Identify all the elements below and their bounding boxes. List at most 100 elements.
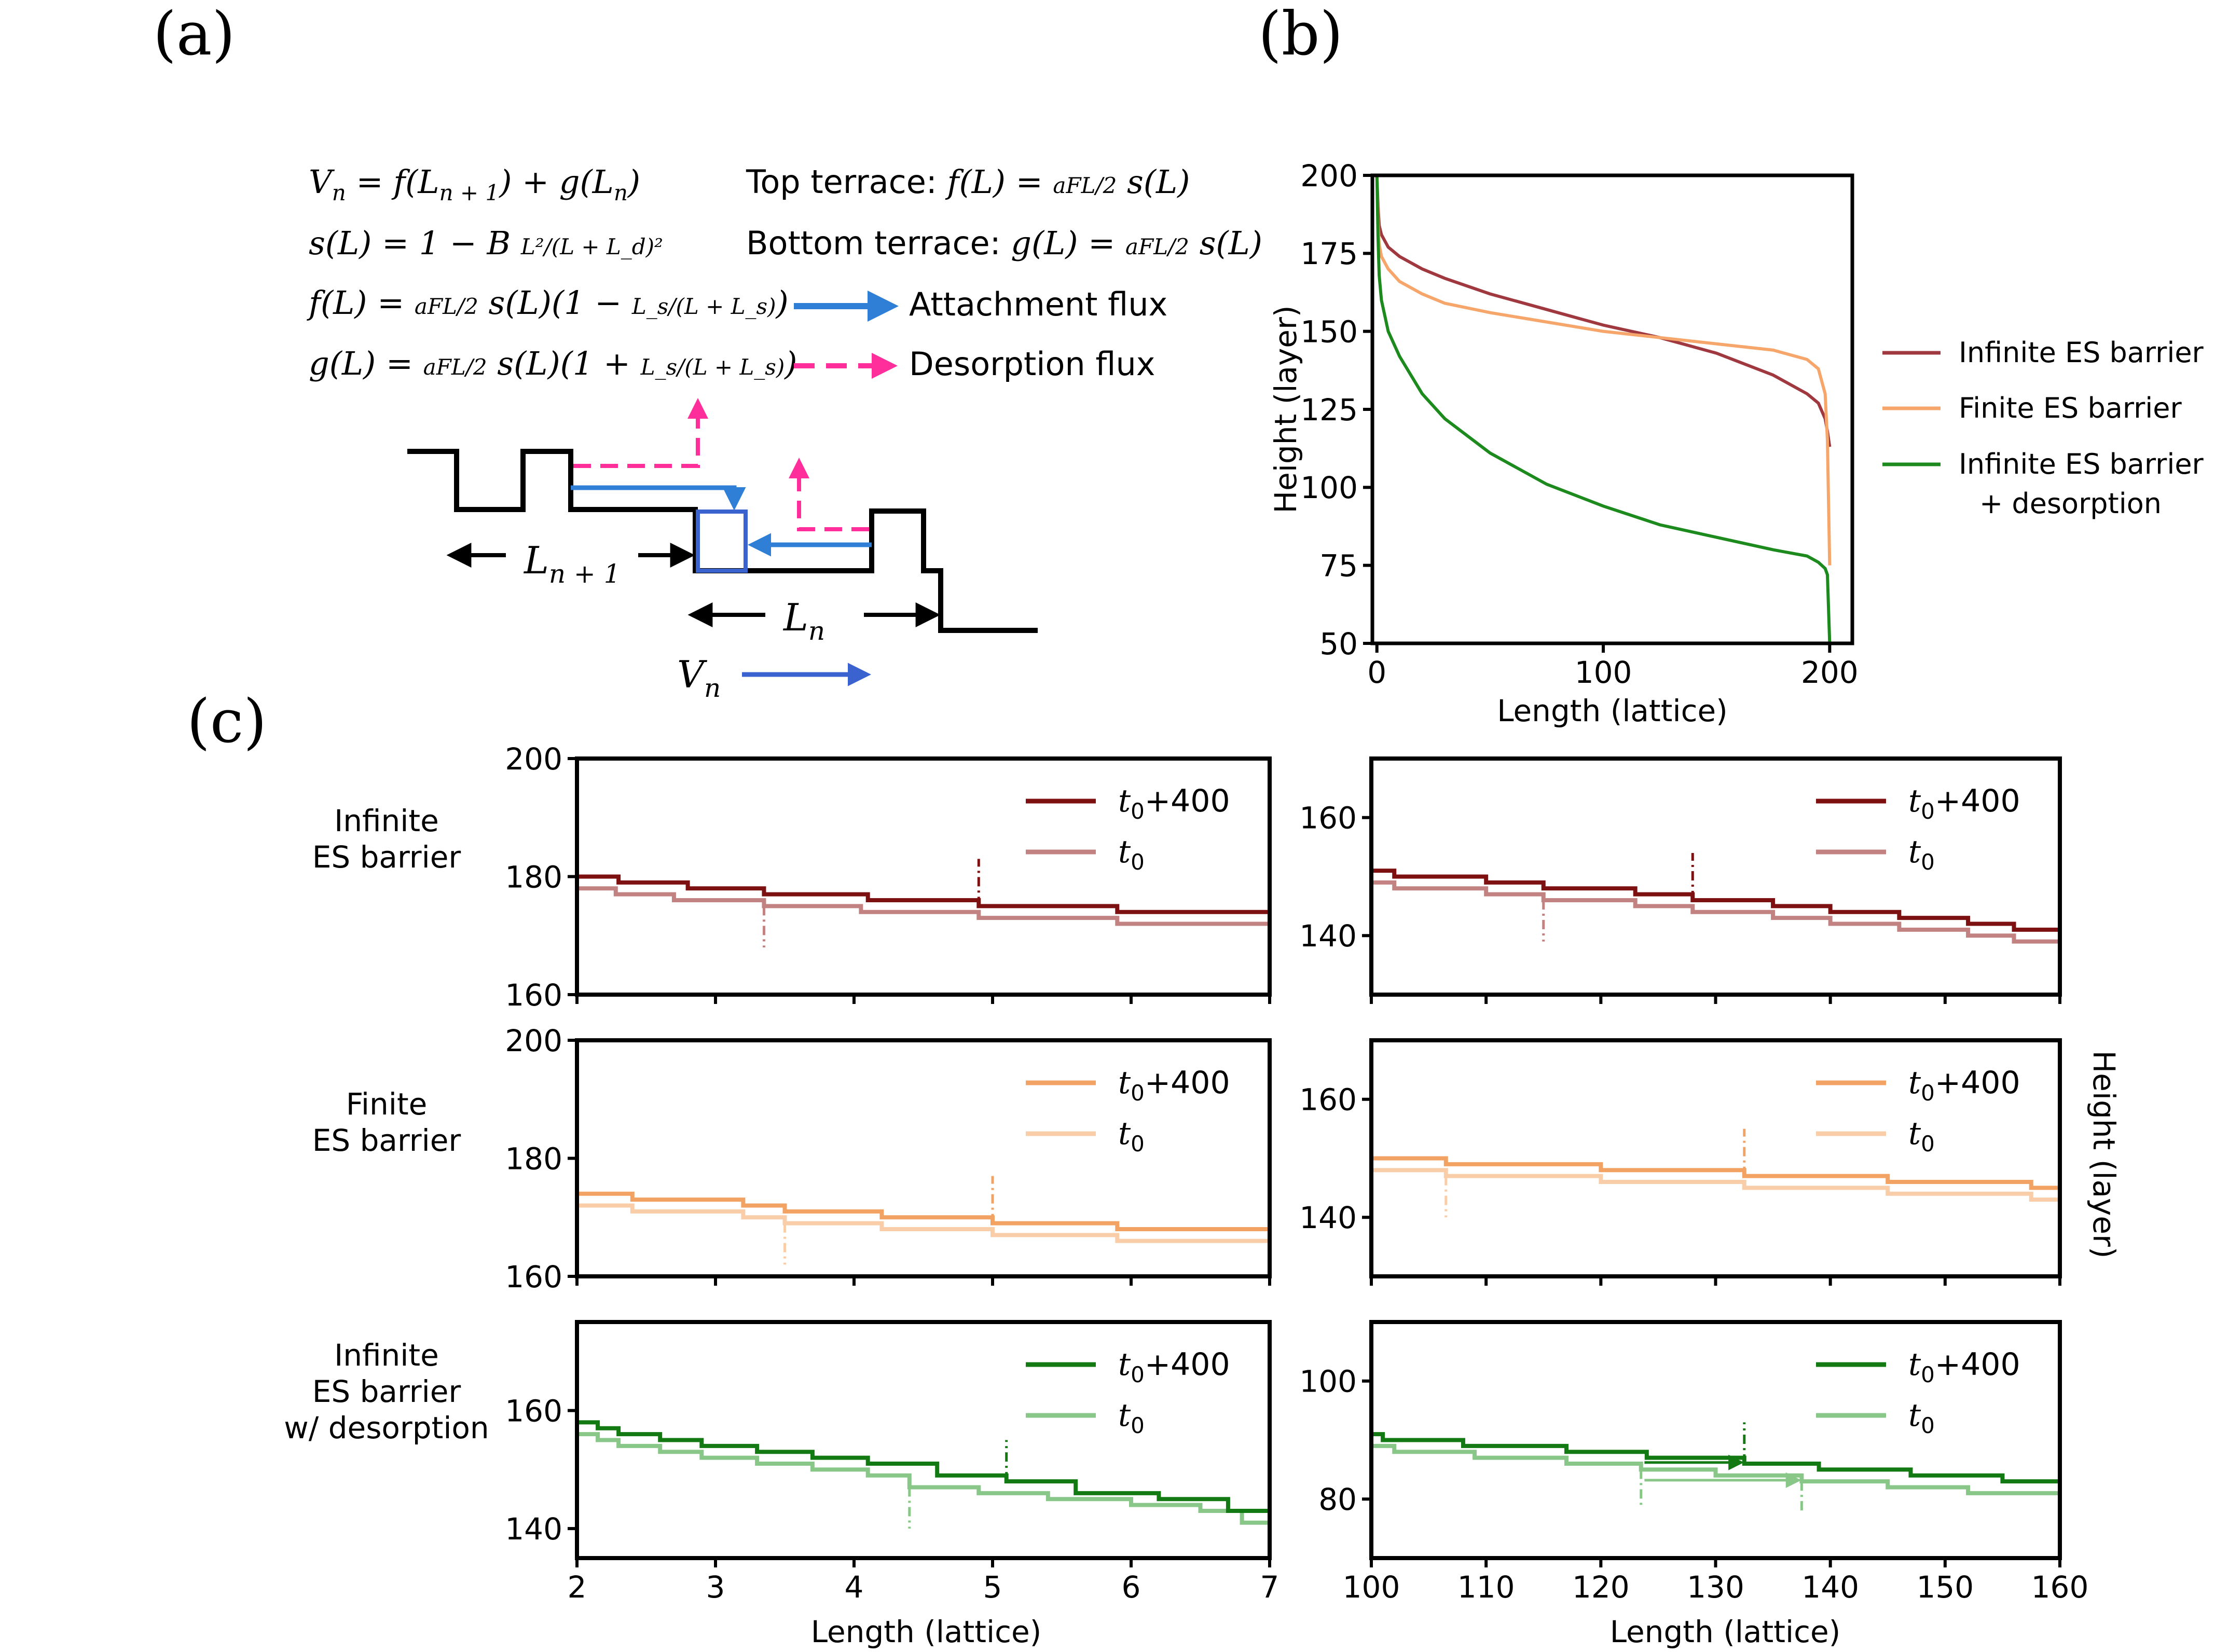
right-axis-label: Height (layer) [2086,1051,2122,1259]
y-tick-label: 50 [1319,626,1358,662]
b-series-line-2 [1375,175,1832,566]
y-tick-label: 160 [1299,801,1357,836]
x-tick-label: 2 [568,1570,587,1605]
x-tick-label: 6 [1122,1570,1141,1605]
x-tick-label: 110 [1457,1570,1515,1605]
y-tick-label: 160 [505,1259,562,1295]
c-xlabel-left: Length (lattice) [811,1614,1042,1649]
c-series-line-t0 [1371,1168,2060,1202]
c-series-line-t0 [577,1432,1270,1525]
adatom-box [696,510,748,573]
c-subplot-c-1-right: 140 160 t0+400 t0 [1299,756,2062,1004]
b-series-line-1 [1375,175,1832,447]
x-tick-label: 140 [1801,1570,1859,1605]
c-series-line-t0-400 [577,1420,1270,1513]
x-tick-label: 3 [706,1570,725,1605]
y-tick-label: 100 [1300,470,1358,505]
y-tick-label: 160 [505,1394,562,1429]
panel-label-c: (c) [187,687,267,756]
vn-label: Vn [677,653,721,703]
row-label-3-line2: ES barrier [312,1374,461,1409]
panel-label-b: (b) [1258,0,1343,69]
c-series-line-t0 [1371,1443,2060,1495]
eq-sl: s(L) = 1 − B L²/(L + L_d)² [309,224,663,262]
y-tick-label: 140 [505,1511,562,1547]
b-legend-label-2: Finite ES barrier [1959,392,2182,424]
row-label-1-line2: ES barrier [312,839,461,875]
panel-b-chart: 0 100 200 50 75 100 125 150 175 200 Length (lattic… [1268,158,2204,728]
y-tick-label: 160 [1299,1082,1357,1118]
c-legend-label: t0 [1908,1397,1935,1438]
c-legend-label: t0 [1118,1116,1145,1157]
b-x-axis-label: Length (lattice) [1497,693,1728,728]
c-legend-label: t0+400 [1118,783,1230,824]
x-tick-label: 7 [1260,1570,1280,1605]
attachment-arrow-top [571,485,746,511]
eq-gl: g(L) = aFL/2 s(L)(1 + L_s/(L + L_s)) [309,345,797,382]
y-tick-label: 180 [505,859,562,894]
c-legend-label: t0 [1118,1397,1145,1438]
y-tick-label: 125 [1300,392,1358,428]
eq-fl: f(L) = aFL/2 s(L)(1 − L_s/(L + L_s)) [307,284,789,322]
c-legend-label: t0+400 [1118,1346,1230,1387]
x-tick-label: 160 [2031,1570,2089,1605]
panel-c-charts: 160 180 200 t0+400 t0 140 160 t0+400 t0 160 180 200… [505,741,2088,1605]
c-legend-label: t0+400 [1118,1065,1230,1106]
step-profile [407,449,1038,633]
x-tick-label: 4 [845,1570,864,1605]
y-tick-label: 200 [505,1023,562,1058]
panel-label-a: (a) [153,0,235,69]
c-legend-label: t0 [1908,1116,1935,1157]
c-legend-label: t0+400 [1908,1346,2020,1387]
c-subplot-c-2-right: 140 160 t0+400 t0 [1299,1038,2062,1286]
c-series-line-t0 [577,886,1270,926]
c-series-line-t0 [577,1203,1270,1243]
b-y-axis-label: Height (layer) [1268,306,1303,514]
schematic-panel-a: Vn = f(Ln + 1) + g(Ln) s(L) = 1 − B L²/(… [307,163,1262,703]
x-tick-label: 100 [1575,655,1632,690]
attachment-flux-label: Attachment flux [909,285,1167,323]
desorption-arrow-bottom [789,458,869,531]
row-labels: Infinite ES barrier Finite ES barrier In… [284,803,489,1446]
b-axes-frame [1370,173,1854,645]
c-subplot-c-3-left: 2 3 4 5 6 7 140 160 t0+400 t0 [505,1320,1280,1605]
x-tick-label: 5 [983,1570,1002,1605]
eq-vn: Vn = f(Ln + 1) + g(Ln) [309,163,640,205]
y-tick-label: 175 [1300,236,1358,271]
b-legend-label-3: + desorption [1979,487,2162,520]
y-tick-label: 75 [1319,548,1358,584]
x-tick-label: 120 [1572,1570,1630,1605]
c-series-line-t0 [1371,880,2060,944]
x-tick-label: 150 [1916,1570,1974,1605]
row-label-3-line3: w/ desorption [284,1410,489,1446]
bottom-terrace-text: Bottom terrace: g(L) = aFL/2 s(L) [746,224,1262,262]
desorption-flux-label: Desorption flux [909,345,1155,383]
y-tick-label: 200 [1300,158,1358,194]
y-tick-label: 180 [505,1141,562,1176]
row-label-1-line1: Infinite [334,803,439,838]
y-tick-label: 100 [1299,1364,1357,1399]
x-tick-label: 100 [1343,1570,1400,1605]
c-legend-label: t0 [1118,834,1145,875]
desorption-arrow-top [573,398,708,468]
c-legend-label: t0+400 [1908,1065,2020,1106]
x-tick-label: 130 [1687,1570,1744,1605]
c-series-line-t0-400 [1371,869,2060,932]
y-tick-label: 140 [1299,1200,1357,1235]
y-tick-label: 200 [505,741,562,777]
ln1-label: Ln + 1 [523,539,621,589]
row-label-3-line1: Infinite [334,1338,439,1373]
x-tick-label: 0 [1367,655,1386,690]
b-series-line-3 [1375,175,1832,643]
c-series-line-t0-400 [577,874,1270,914]
top-terrace-text: Top terrace: f(L) = aFL/2 s(L) [746,163,1190,201]
c-legend-label: t0 [1908,834,1935,875]
row-label-2-line1: Finite [346,1086,428,1122]
y-tick-label: 140 [1299,918,1357,954]
y-tick-label: 160 [505,978,562,1013]
x-tick-label: 200 [1801,655,1859,690]
b-legend-label-3: Infinite ES barrier [1959,448,2204,480]
c-subplot-c-1-left: 160 180 200 t0+400 t0 [505,741,1272,1013]
c-xlabel-right: Length (lattice) [1610,1614,1841,1649]
